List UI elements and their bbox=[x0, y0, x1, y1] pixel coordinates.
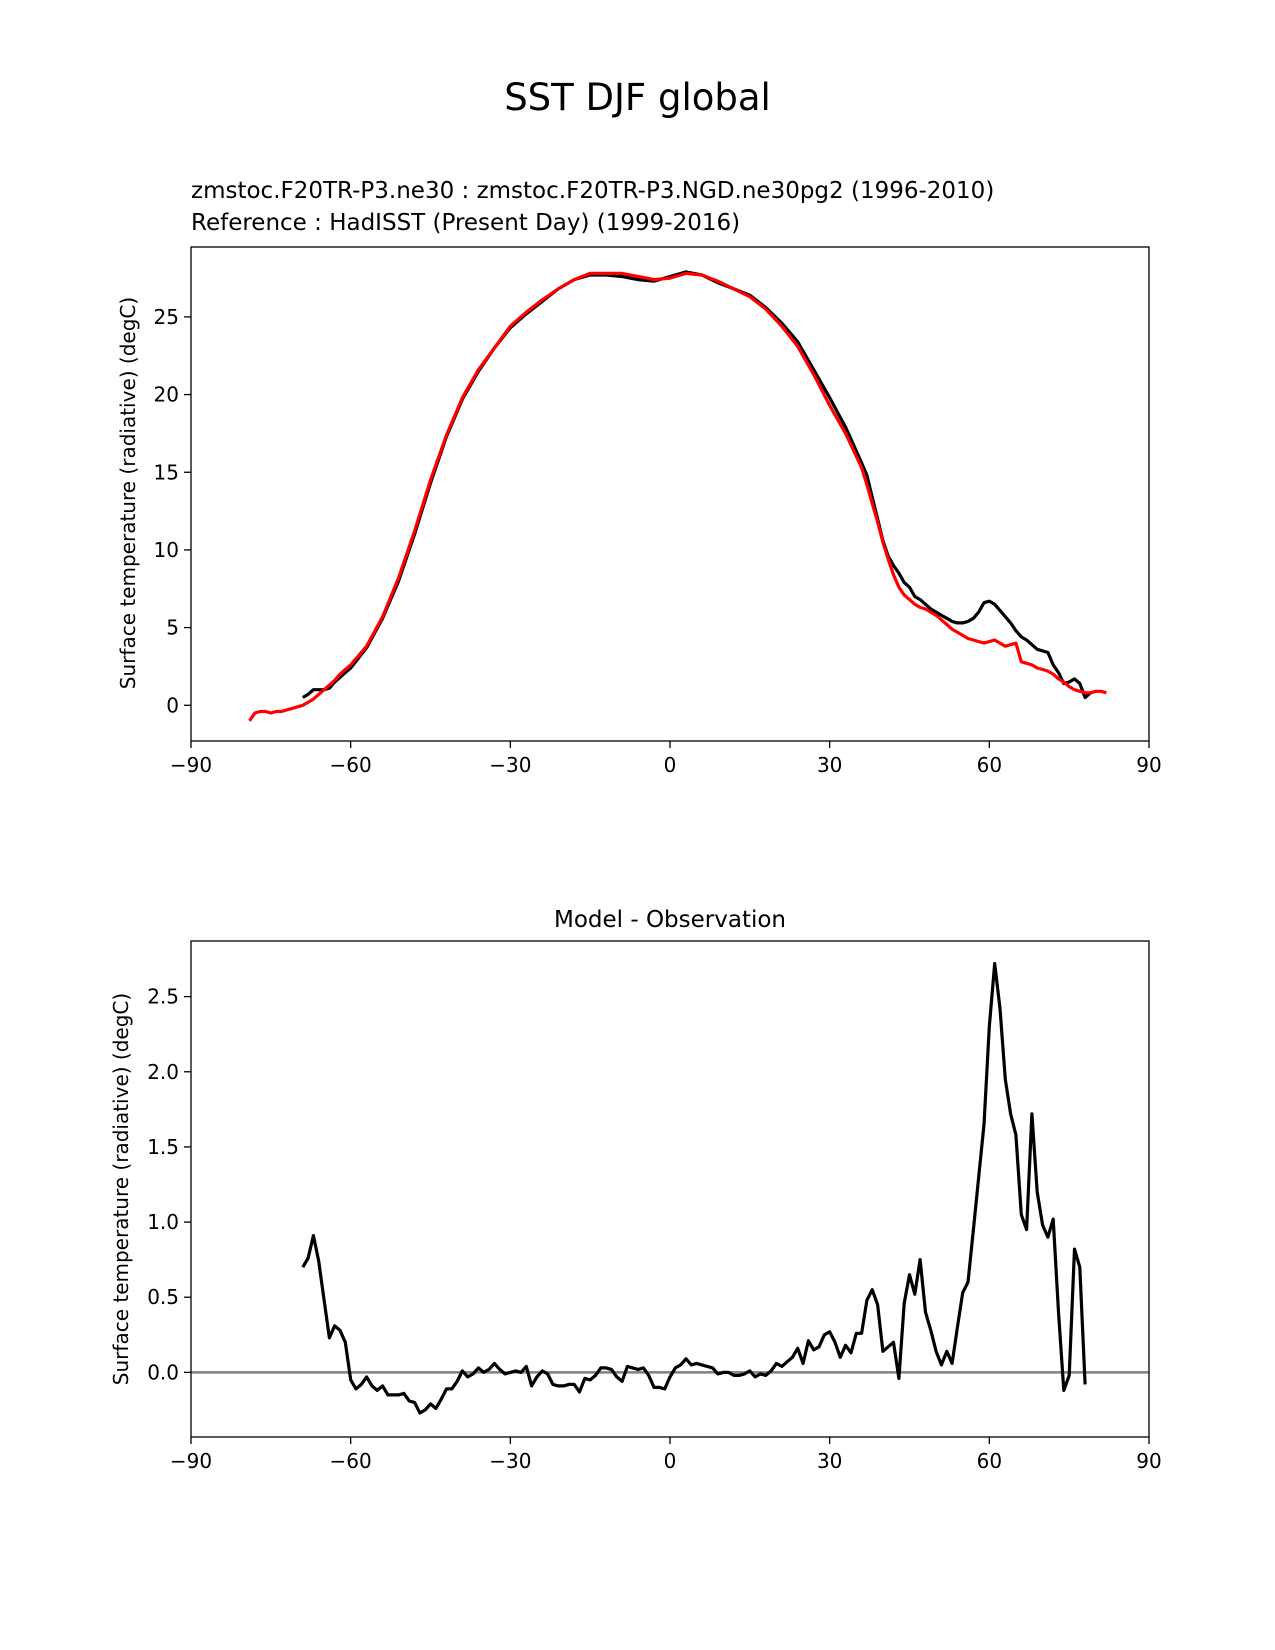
y-tick-label: 15 bbox=[154, 460, 179, 484]
y-tick-label: 2.5 bbox=[147, 985, 179, 1009]
x-tick-label: −60 bbox=[330, 1449, 372, 1473]
top-panel-title-line2: Reference : HadISST (Present Day) (1999-… bbox=[191, 210, 740, 236]
y-tick-label: 20 bbox=[154, 383, 179, 407]
top-panel-series bbox=[248, 270, 1107, 722]
y-tick-label: 25 bbox=[154, 305, 179, 329]
x-tick-label: −30 bbox=[489, 753, 531, 777]
y-tick-label: 1.0 bbox=[147, 1210, 179, 1234]
bottom-panel: Model - Observation Surface temperature … bbox=[109, 907, 1162, 1473]
x-tick-label: 0 bbox=[664, 753, 677, 777]
top-panel-title-line1: zmstoc.F20TR-P3.ne30 : zmstoc.F20TR-P3.N… bbox=[191, 178, 994, 204]
y-tick-label: 2.0 bbox=[147, 1060, 179, 1084]
y-tick-label: 0.5 bbox=[147, 1285, 179, 1309]
x-tick-label: 90 bbox=[1136, 753, 1161, 777]
x-tick-label: −90 bbox=[170, 753, 212, 777]
x-tick-label: −90 bbox=[170, 1449, 212, 1473]
series-line-1 bbox=[248, 271, 1107, 722]
y-tick-label: 0 bbox=[166, 693, 179, 717]
x-tick-label: 30 bbox=[817, 1449, 842, 1473]
series-line-0 bbox=[301, 270, 1092, 700]
y-tick-label: 5 bbox=[166, 616, 179, 640]
bottom-panel-ylabel: Surface temperature (radiative) (degC) bbox=[109, 993, 133, 1385]
x-tick-label: 0 bbox=[664, 1449, 677, 1473]
x-tick-label: −30 bbox=[489, 1449, 531, 1473]
y-tick-label: 10 bbox=[154, 538, 179, 562]
top-panel-frame bbox=[190, 246, 1150, 742]
x-tick-label: 60 bbox=[977, 1449, 1002, 1473]
bottom-panel-series bbox=[191, 961, 1149, 1415]
series-line-0 bbox=[301, 961, 1087, 1415]
y-tick-label: 1.5 bbox=[147, 1135, 179, 1159]
x-tick-label: 60 bbox=[977, 753, 1002, 777]
bottom-panel-axes: −90 −60 −30 0 30 60 90 0.0 0.5 1.0 1.5 2.0 2.5 bbox=[147, 985, 1162, 1473]
top-panel-axes: −90 −60 −30 0 30 60 90 0 5 10 15 20 25 bbox=[154, 305, 1162, 777]
x-tick-label: −60 bbox=[330, 753, 372, 777]
bottom-panel-title: Model - Observation bbox=[554, 907, 786, 933]
y-tick-label: 0.0 bbox=[147, 1360, 179, 1384]
top-panel: zmstoc.F20TR-P3.ne30 : zmstoc.F20TR-P3.N… bbox=[116, 178, 1162, 777]
figure-suptitle: SST DJF global bbox=[504, 76, 771, 119]
top-panel-ylabel: Surface temperature (radiative) (degC) bbox=[116, 297, 140, 689]
x-tick-label: 90 bbox=[1136, 1449, 1161, 1473]
bottom-panel-frame bbox=[190, 940, 1150, 1438]
x-tick-label: 30 bbox=[817, 753, 842, 777]
